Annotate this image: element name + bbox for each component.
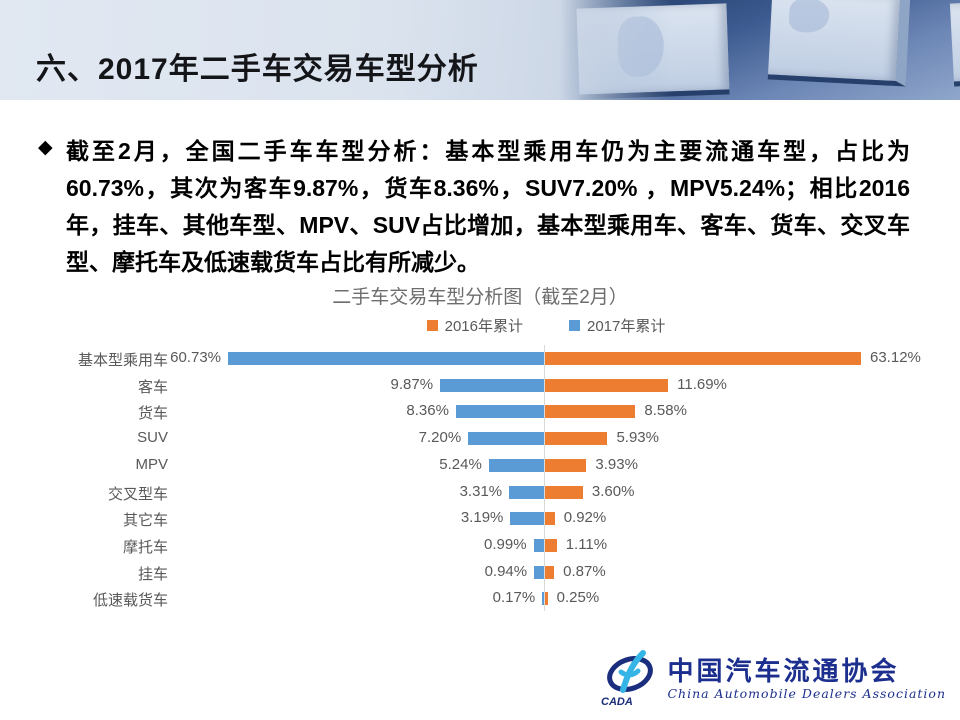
value-label-2016: 63.12% bbox=[870, 349, 921, 366]
value-label-2017: 8.36% bbox=[406, 402, 449, 420]
diamond-bullet-icon: ◆ bbox=[38, 137, 53, 158]
bar-2017 bbox=[542, 592, 544, 606]
center-axis-line bbox=[544, 345, 545, 611]
bar-2016 bbox=[545, 565, 555, 579]
bar-2016 bbox=[545, 352, 861, 365]
map-blob bbox=[616, 15, 665, 78]
bar-2017 bbox=[488, 458, 544, 472]
cada-acronym: CADA bbox=[601, 696, 633, 708]
bar-2016 bbox=[545, 378, 669, 392]
legend-item-2016: 2016年累计 bbox=[426, 315, 523, 336]
chart-row: 低速载货车 0.17% 0.25% bbox=[0, 585, 960, 612]
cube-graphic bbox=[576, 3, 730, 100]
chart-row: 货车 8.36% 8.58% bbox=[0, 398, 960, 425]
value-label-2016: 8.58% bbox=[644, 402, 687, 420]
bar-2016 bbox=[545, 512, 555, 526]
chart-title: 二手车交易车型分析图（截至2月） bbox=[332, 287, 628, 308]
value-label-2017: 0.94% bbox=[484, 562, 528, 580]
slide-header: 六、2017年二手车交易车型分析 bbox=[0, 0, 960, 100]
cube-graphic bbox=[949, 0, 960, 87]
bar-2017 bbox=[228, 352, 544, 365]
bar-2016 bbox=[545, 485, 583, 499]
bar-2016 bbox=[545, 405, 636, 419]
map-blob bbox=[788, 0, 831, 34]
chart-row: 挂车 0.94% 0.87% bbox=[0, 559, 960, 586]
bar-2017 bbox=[534, 565, 544, 579]
logo-english-name: China Automobile Dealers Association bbox=[667, 685, 946, 701]
logo-text: 中国汽车流通协会 China Automobile Dealers Associ… bbox=[667, 658, 946, 701]
value-label-2016: 3.93% bbox=[595, 455, 638, 473]
chart-row: 基本型乘用车 60.73% 63.12% bbox=[0, 345, 960, 372]
bar-2016 bbox=[545, 458, 587, 472]
chart-row: 客车 9.87% 11.69% bbox=[0, 372, 960, 399]
page-title: 六、2017年二手车交易车型分析 bbox=[36, 53, 479, 86]
bar-2017 bbox=[510, 512, 544, 526]
value-label-2017: 60.73% bbox=[170, 349, 221, 366]
cube-graphic bbox=[767, 0, 911, 87]
category-label: 基本型乘用车 bbox=[77, 352, 168, 369]
value-label-2016: 3.60% bbox=[591, 482, 635, 500]
legend-label-2017: 2017年累计 bbox=[587, 318, 666, 335]
category-label: 摩托车 bbox=[122, 538, 168, 556]
chart-row: 交叉型车 3.31% 3.60% bbox=[0, 479, 960, 506]
value-label-2017: 0.17% bbox=[492, 589, 536, 607]
cada-emblem-icon: CADA bbox=[601, 650, 654, 708]
chart-legend: 2016年累计 2017年累计 bbox=[66, 315, 960, 336]
chart-row: 摩托车 0.99% 1.11% bbox=[0, 532, 960, 559]
chart-plot: 基本型乘用车 60.73% 63.12% 客车 9.87% 11.69% 货车 8.36% 8.… bbox=[0, 345, 960, 613]
bar-2016 bbox=[545, 432, 608, 446]
bar-2017 bbox=[468, 432, 544, 446]
bar-2017 bbox=[509, 485, 544, 499]
cada-logo: CADA 中国汽车流通协会 China Automobile Dealers A… bbox=[599, 650, 946, 708]
value-label-2016: 0.87% bbox=[563, 562, 606, 580]
category-label: 交叉型车 bbox=[107, 485, 168, 503]
logo-chinese-name: 中国汽车流通协会 bbox=[667, 656, 900, 687]
category-label: 挂车 bbox=[137, 565, 168, 583]
bar-2016 bbox=[545, 592, 548, 606]
legend-swatch-2016 bbox=[426, 320, 438, 331]
value-label-2017: 7.20% bbox=[418, 429, 462, 447]
category-label: SUV bbox=[137, 429, 168, 447]
summary-paragraph: 截至2月，全国二手车车型分析：基本型乘用车仍为主要流通车型，占比为60.73%，… bbox=[66, 138, 910, 275]
value-label-2016: 1.11% bbox=[565, 535, 608, 553]
value-label-2017: 0.99% bbox=[484, 535, 527, 553]
category-label: 其它车 bbox=[122, 512, 168, 530]
chart-row: 其它车 3.19% 0.92% bbox=[0, 505, 960, 532]
value-label-2017: 3.31% bbox=[459, 482, 503, 500]
bar-2017 bbox=[455, 405, 544, 419]
category-label: 货车 bbox=[137, 405, 168, 423]
category-label: 低速载货车 bbox=[92, 592, 168, 610]
category-label: MPV bbox=[135, 455, 168, 473]
bar-2016 bbox=[545, 538, 557, 552]
value-label-2016: 11.69% bbox=[677, 375, 727, 393]
bar-2017 bbox=[440, 378, 544, 392]
value-label-2017: 9.87% bbox=[390, 375, 434, 393]
legend-label-2016: 2016年累计 bbox=[444, 318, 523, 335]
header-cubes-art bbox=[560, 0, 960, 100]
summary-block: ◆ 截至2月，全国二手车车型分析：基本型乘用车仍为主要流通车型，占比为60.73… bbox=[38, 133, 910, 281]
legend-item-2017: 2017年累计 bbox=[569, 315, 665, 336]
value-label-2016: 0.92% bbox=[563, 509, 607, 527]
legend-swatch-2017 bbox=[569, 320, 580, 331]
bar-2017 bbox=[533, 538, 544, 552]
chart-row: MPV 5.24% 3.93% bbox=[0, 452, 960, 479]
value-label-2017: 3.19% bbox=[460, 509, 504, 527]
chart-row: SUV 7.20% 5.93% bbox=[0, 425, 960, 452]
value-label-2017: 5.24% bbox=[439, 455, 482, 473]
category-label: 客车 bbox=[137, 378, 168, 396]
value-label-2016: 0.25% bbox=[556, 589, 600, 607]
value-label-2016: 5.93% bbox=[616, 429, 659, 447]
